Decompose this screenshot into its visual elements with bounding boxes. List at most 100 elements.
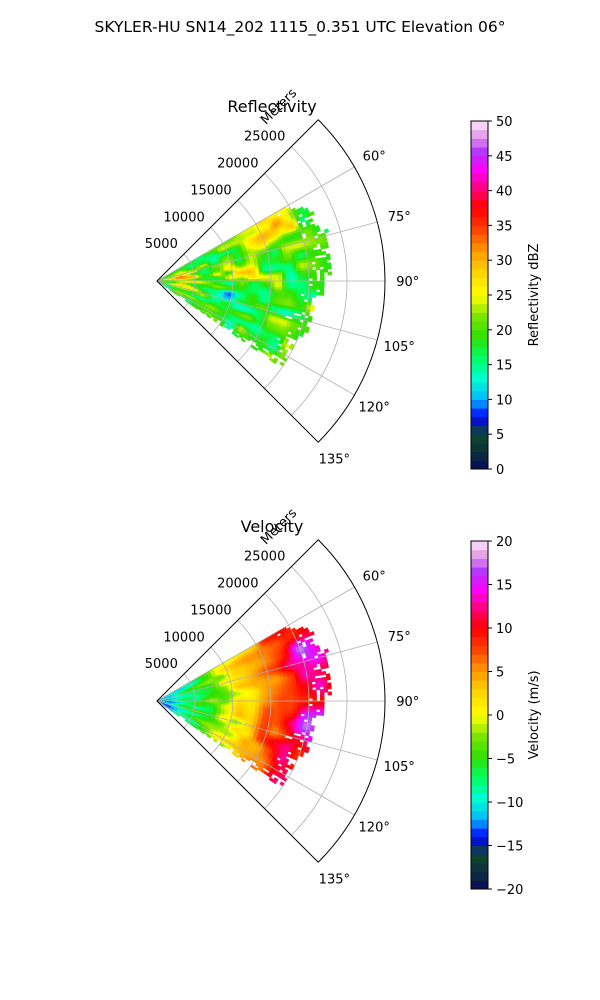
field-cell xyxy=(240,337,246,343)
colorbar-cell xyxy=(471,190,488,200)
field-cell xyxy=(297,695,302,699)
field-cell xyxy=(321,670,327,676)
colorbar-cell xyxy=(471,286,488,296)
colorbar-cell xyxy=(471,268,488,279)
field-cell xyxy=(319,703,325,708)
field-cell xyxy=(316,706,321,710)
reflectivity-title: Reflectivity xyxy=(227,97,316,116)
field-cell xyxy=(309,307,315,312)
colorbar-tick-label: 5 xyxy=(496,428,504,443)
field-cell xyxy=(315,686,321,691)
field-cell xyxy=(316,700,321,705)
colorbar-tick-label: 10 xyxy=(496,393,513,408)
field-cell xyxy=(319,712,325,716)
field-cell xyxy=(304,275,310,279)
field-cell xyxy=(320,280,325,285)
field-cell xyxy=(327,691,333,696)
field-cell xyxy=(308,700,314,705)
field-cell xyxy=(304,695,310,699)
colorbar-cell xyxy=(471,338,488,348)
colorbar-cell xyxy=(471,295,488,305)
field-cell xyxy=(293,695,298,699)
field-cell xyxy=(289,695,295,699)
field-cell xyxy=(285,276,291,280)
field-cell xyxy=(311,683,317,688)
field-cell xyxy=(316,286,321,290)
range-tick-label: 10000 xyxy=(163,210,204,225)
field-cell xyxy=(234,333,240,339)
azimuth-tick-label: 60° xyxy=(363,150,386,165)
field-cell xyxy=(312,277,317,282)
field-cell xyxy=(312,275,317,279)
colorbar-cell xyxy=(471,155,488,165)
field-cell xyxy=(312,283,317,287)
field-cell xyxy=(319,271,325,276)
field-cell xyxy=(301,695,306,699)
field-cell xyxy=(315,266,321,271)
field-cell xyxy=(319,283,325,288)
field-cell xyxy=(323,648,330,654)
colorbar-cell xyxy=(471,355,488,366)
field-cell xyxy=(323,664,329,669)
reflectivity-colorbar-label: Reflectivity dBZ xyxy=(527,244,542,347)
field-cell xyxy=(323,228,330,234)
colorbar-cell xyxy=(471,451,488,461)
field-cell xyxy=(309,727,315,732)
colorbar-cell xyxy=(471,251,488,261)
field-cell xyxy=(312,280,317,285)
colorbar-cell xyxy=(471,312,488,322)
field-cell xyxy=(316,280,321,285)
colorbar-cell xyxy=(471,199,488,209)
field-cell xyxy=(312,243,318,249)
colorbar-tick-label: 45 xyxy=(496,150,513,165)
field-cell xyxy=(315,711,321,716)
field-cell xyxy=(319,694,325,699)
field-cell xyxy=(308,637,314,643)
field-cell xyxy=(323,688,329,693)
field-cell xyxy=(321,250,327,256)
range-tick-label: 5000 xyxy=(145,237,178,252)
field-cell xyxy=(312,663,318,669)
colorbar-cell xyxy=(471,408,488,418)
colorbar-cell xyxy=(471,373,488,383)
colorbar-tick-label: 15 xyxy=(496,359,513,374)
field-cell xyxy=(308,275,314,279)
colorbar-cell xyxy=(471,364,488,374)
azimuth-tick-label: 90° xyxy=(396,275,419,290)
colorbar-cell xyxy=(471,121,488,131)
colorbar-tick-label: 25 xyxy=(496,289,513,304)
colorbar-tick-label: 50 xyxy=(496,115,513,130)
field-cell xyxy=(315,291,321,296)
field-cell xyxy=(311,714,317,719)
field-cell xyxy=(297,730,303,735)
field-cell xyxy=(309,211,315,217)
colorbar-cell xyxy=(471,347,488,357)
field-cell xyxy=(297,310,303,315)
colorbar-tick-label: 0 xyxy=(496,463,504,478)
colorbar-cell xyxy=(471,399,488,409)
colorbar-cell xyxy=(471,329,488,339)
field-cell xyxy=(311,294,317,299)
field-cell xyxy=(320,700,325,705)
colorbar-cell xyxy=(471,129,488,139)
reflectivity-colorbar-cells xyxy=(471,121,488,470)
colorbar-cell xyxy=(471,321,488,331)
field-cell xyxy=(309,631,315,637)
field-cell xyxy=(312,272,317,276)
field-cell xyxy=(297,275,302,279)
colorbar-tick-label: 20 xyxy=(496,324,513,339)
range-tick-label: 25000 xyxy=(244,130,285,145)
field-cell xyxy=(308,692,314,697)
field-cell xyxy=(316,703,321,708)
colorbar-tick-label: 35 xyxy=(496,219,513,234)
range-tick-label: 15000 xyxy=(190,183,231,198)
field-cell xyxy=(285,696,291,700)
field-cell xyxy=(300,710,306,715)
colorbar-cell xyxy=(471,442,488,453)
field-cell xyxy=(315,227,321,233)
field-cell xyxy=(320,697,325,702)
colorbar-cell xyxy=(471,225,488,235)
